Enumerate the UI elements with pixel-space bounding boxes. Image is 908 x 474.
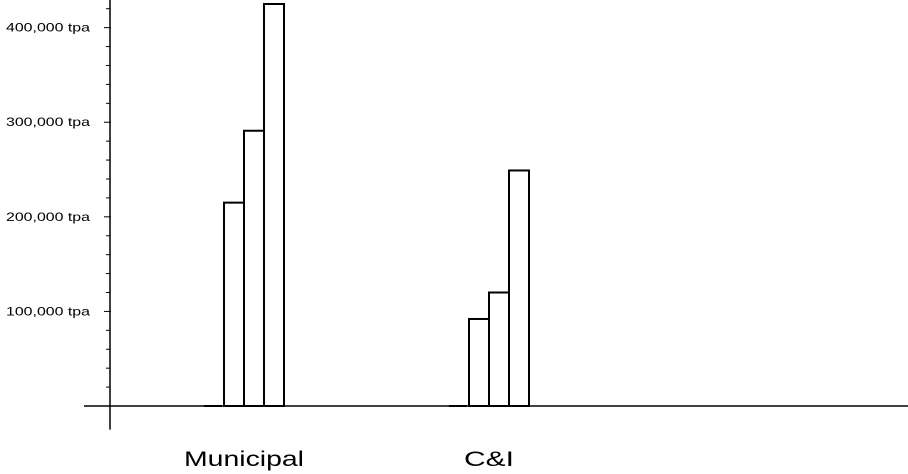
bars — [204, 3, 530, 407]
category-labels: Municipal C&I — [184, 448, 514, 471]
y-tick-label: 300,000 tpa — [6, 115, 90, 129]
bar-municipal-2 — [243, 129, 265, 407]
category-label: Municipal — [184, 448, 304, 471]
y-tick-label: 100,000 tpa — [6, 304, 90, 318]
bar-municipal-1 — [223, 201, 245, 407]
bar-municipal-3 — [263, 3, 285, 407]
y-axis-tick-labels: 100,000 tpa 200,000 tpa 300,000 tpa 400,000… — [6, 21, 90, 319]
y-tick-label: 200,000 tpa — [6, 210, 90, 224]
bar-ci-1 — [468, 317, 490, 407]
bar-ci-3 — [508, 169, 530, 407]
category-label: C&I — [464, 448, 514, 471]
y-tick-label: 400,000 tpa — [6, 21, 90, 35]
bar-ci-2 — [488, 291, 510, 407]
